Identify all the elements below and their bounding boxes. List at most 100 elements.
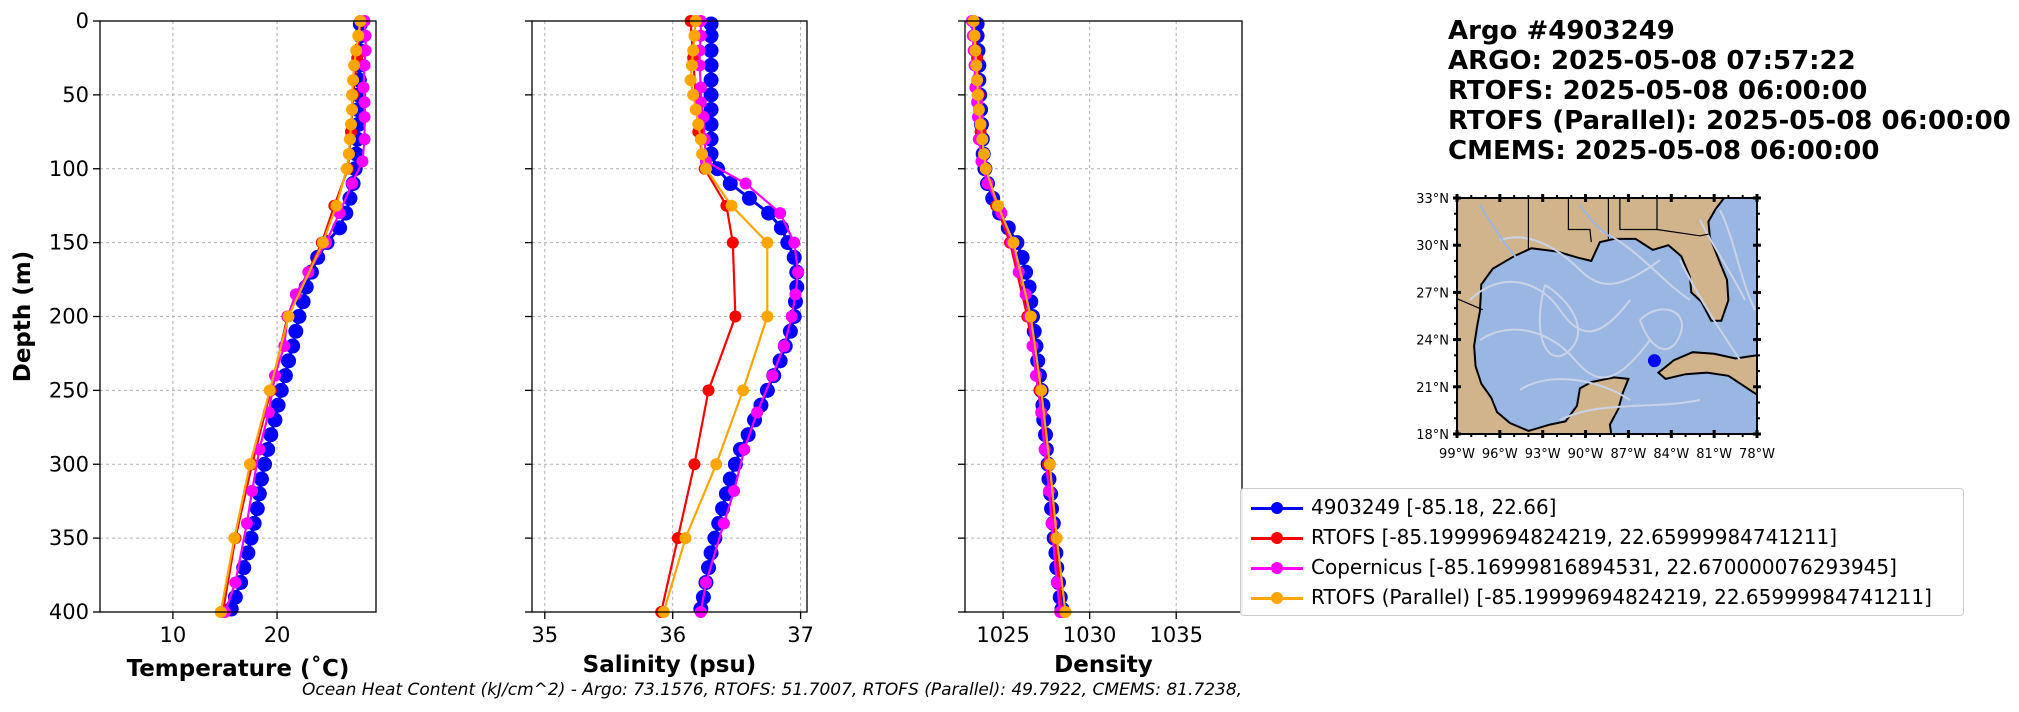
data-point — [282, 310, 295, 323]
data-point — [270, 397, 286, 413]
legend-marker — [1271, 502, 1283, 514]
data-point — [739, 177, 752, 190]
x-axis-label: Salinity (psu) — [583, 652, 757, 678]
y-tick-label: 300 — [49, 452, 89, 476]
y-tick-label: 250 — [49, 378, 89, 402]
data-point — [740, 427, 756, 443]
y-axis-label: Depth (m) — [10, 251, 36, 383]
y-tick-label: 100 — [49, 157, 89, 181]
data-point — [249, 501, 265, 517]
y-tick-label: 200 — [49, 305, 89, 329]
data-point — [253, 471, 269, 487]
data-point — [240, 517, 253, 530]
x-axis-label: Density — [1054, 652, 1153, 678]
map-lon-label: 90°W — [1568, 447, 1604, 462]
streamline — [1559, 399, 1701, 421]
data-point — [684, 74, 697, 87]
data-point — [1035, 384, 1048, 397]
data-point — [291, 309, 307, 324]
streamline — [1679, 259, 1741, 361]
data-point — [687, 44, 700, 57]
chart-title-line-3: RTOFS: 2025-05-08 06:00:00 — [1448, 76, 1868, 106]
data-point — [761, 205, 777, 221]
data-point — [703, 16, 719, 32]
map-lat-label: 18°N — [1416, 428, 1449, 443]
data-point — [976, 133, 989, 146]
data-point — [358, 59, 371, 72]
map-lon-label: 93°W — [1525, 447, 1561, 462]
data-point — [792, 266, 805, 279]
data-point — [726, 236, 739, 249]
data-point — [316, 236, 329, 249]
y-tick-label: 0 — [76, 9, 89, 33]
data-point — [689, 103, 702, 116]
argo-float-marker — [1647, 354, 1661, 368]
y-tick-label: 50 — [62, 83, 89, 107]
data-point — [710, 458, 723, 471]
data-point — [968, 29, 981, 42]
legend-item: RTOFS [-85.19999694824219, 22.6599998474… — [1241, 523, 1961, 553]
legend: 4903249 [-85.18, 22.66] RTOFS [-85.19999… — [1240, 488, 1964, 616]
data-point — [346, 103, 359, 116]
data-point — [717, 517, 730, 530]
data-point — [703, 57, 719, 73]
data-point — [974, 118, 987, 131]
legend-label: 4903249 [-85.18, 22.66] — [1311, 495, 1557, 519]
map-lon-label: 81°W — [1696, 447, 1732, 462]
streamline — [1639, 308, 1683, 350]
data-point — [991, 199, 1004, 212]
x-tick-label: 20 — [264, 623, 291, 647]
data-point — [971, 74, 984, 87]
data-point — [741, 190, 757, 206]
data-point — [703, 43, 719, 59]
map-lat-label: 30°N — [1416, 239, 1449, 254]
map-body — [1457, 198, 1757, 434]
streamline — [1479, 328, 1651, 379]
data-point — [273, 382, 289, 398]
data-point — [288, 323, 304, 339]
data-point — [343, 133, 356, 146]
data-point — [972, 103, 985, 116]
data-point — [703, 87, 719, 103]
data-point — [332, 220, 348, 236]
data-point — [358, 111, 371, 124]
map-lon-label: 78°W — [1739, 447, 1775, 462]
streamline — [1519, 378, 1631, 401]
x-tick-label: 1035 — [1149, 623, 1202, 647]
map-frame — [1456, 197, 1758, 435]
legend-label: Copernicus [-85.16999816894531, 22.67000… — [1311, 555, 1897, 579]
legend-item: RTOFS (Parallel) [-85.19999694824219, 22… — [1241, 583, 1961, 613]
streamline — [1469, 281, 1631, 333]
data-point — [789, 288, 802, 301]
data-point — [699, 576, 712, 589]
data-point — [777, 340, 790, 353]
legend-marker — [1271, 562, 1283, 574]
data-point — [1024, 310, 1037, 323]
x-tick-label: 1030 — [1063, 623, 1116, 647]
data-point — [969, 44, 982, 57]
legend-marker — [1271, 532, 1283, 544]
data-point — [277, 368, 293, 384]
data-point — [1035, 406, 1048, 419]
x-tick-label: 36 — [659, 623, 686, 647]
data-point — [263, 427, 279, 443]
profile-panel-1: 0 50 100 150 200 250 300 350 400 10 20 Temperature … — [10, 9, 377, 682]
state-border — [1619, 198, 1658, 231]
data-point — [761, 310, 774, 323]
data-point — [782, 323, 798, 339]
legend-label: RTOFS (Parallel) [-85.19999694824219, 22… — [1311, 585, 1932, 609]
data-point — [729, 310, 742, 323]
data-point — [685, 59, 698, 72]
data-point — [971, 88, 984, 101]
data-point — [356, 155, 369, 168]
data-point — [1026, 340, 1039, 353]
data-point — [722, 176, 738, 192]
legend-marker — [1271, 592, 1283, 604]
chart-title-line-2: ARGO: 2025-05-08 07:57:22 — [1448, 46, 1856, 76]
data-point — [352, 29, 365, 42]
data-point — [688, 458, 701, 471]
y-tick-label: 150 — [49, 231, 89, 255]
data-point — [1007, 236, 1020, 249]
legend-item: 4903249 [-85.18, 22.66] — [1241, 493, 1961, 523]
data-point — [347, 74, 360, 87]
